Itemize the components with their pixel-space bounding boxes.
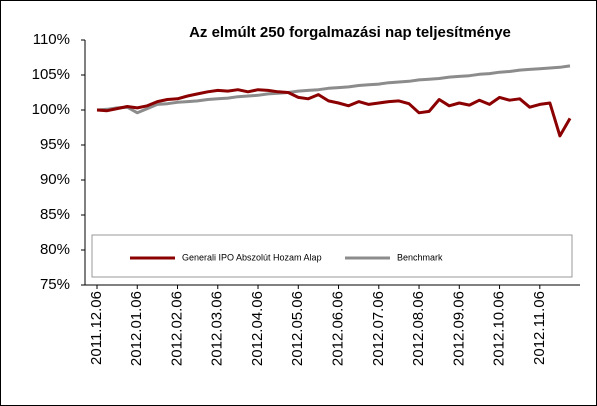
x-tick-label: 2012.01.06 xyxy=(128,291,145,366)
chart-title: Az elmúlt 250 forgalmazási nap teljesítm… xyxy=(189,24,511,41)
x-tick-label: 2012.10.06 xyxy=(491,291,508,366)
x-tick-label: 2012.08.06 xyxy=(410,291,427,366)
y-tick-label: 75% xyxy=(40,276,70,293)
x-tick-label: 2012.02.06 xyxy=(168,291,185,366)
y-tick-label: 80% xyxy=(40,241,70,258)
y-tick-label: 90% xyxy=(40,171,70,188)
x-tick-label: 2012.04.06 xyxy=(249,291,266,366)
legend-box xyxy=(91,234,573,278)
x-tick-label: 2012.05.06 xyxy=(289,291,306,366)
x-tick-label: 2011.12.06 xyxy=(88,291,105,365)
y-tick-label: 85% xyxy=(40,206,70,223)
x-tick-label: 2012.07.06 xyxy=(370,291,387,366)
legend-label: Benchmark xyxy=(397,252,443,262)
y-tick-label: 105% xyxy=(32,66,70,83)
x-tick-label: 2012.09.06 xyxy=(450,291,467,366)
x-tick-label: 2012.06.06 xyxy=(330,291,347,366)
series-line xyxy=(96,64,571,115)
y-tick-label: 100% xyxy=(32,101,70,118)
y-tick-label: 110% xyxy=(33,31,70,48)
series-line xyxy=(96,88,572,138)
legend-label: Generali IPO Abszolút Hozam Alap xyxy=(182,252,322,262)
x-tick-label: 2012.11.06 xyxy=(531,291,548,365)
x-tick-label: 2012.03.06 xyxy=(209,291,226,366)
y-tick-label: 95% xyxy=(40,136,70,153)
